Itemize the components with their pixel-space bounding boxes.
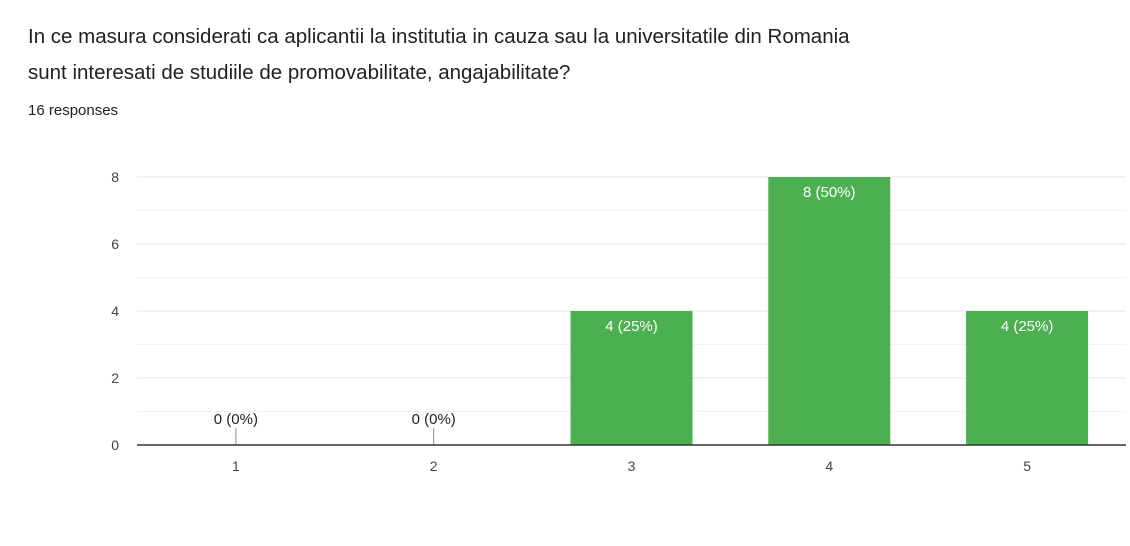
bar — [570, 311, 693, 445]
question-title: In ce masura considerati ca aplicantii l… — [28, 19, 1088, 91]
data-label: 4 (25%) — [1001, 318, 1054, 335]
x-tick-label: 5 — [1023, 458, 1031, 474]
bar — [966, 311, 1089, 445]
data-label: 0 (0%) — [412, 411, 456, 428]
data-label: 4 (25%) — [605, 318, 658, 335]
bar — [768, 177, 891, 445]
y-tick-label: 6 — [111, 236, 119, 252]
y-tick-label: 0 — [111, 437, 119, 453]
x-axis-ticks: 1 2 3 4 5 — [232, 458, 1031, 474]
data-label: 0 (0%) — [214, 411, 258, 428]
x-tick-label: 2 — [430, 458, 438, 474]
x-tick-label: 1 — [232, 458, 240, 474]
chart-bars — [570, 177, 1089, 445]
data-labels: 0 (0%) 0 (0%) 4 (25%) 8 (50%) 4 (25%) — [214, 184, 1054, 445]
question-title-line-2: sunt interesati de studiile de promovabi… — [28, 61, 571, 84]
y-tick-label: 2 — [111, 370, 119, 386]
y-tick-label: 4 — [111, 303, 119, 319]
x-tick-label: 3 — [628, 458, 636, 474]
y-axis-ticks: 0 2 4 6 8 — [111, 169, 119, 453]
data-label: 8 (50%) — [803, 184, 856, 201]
response-count: 16 responses — [28, 102, 119, 119]
y-tick-label: 8 — [111, 169, 119, 185]
x-tick-label: 4 — [825, 458, 833, 474]
question-title-line-1: In ce masura considerati ca aplicantii l… — [28, 25, 850, 48]
